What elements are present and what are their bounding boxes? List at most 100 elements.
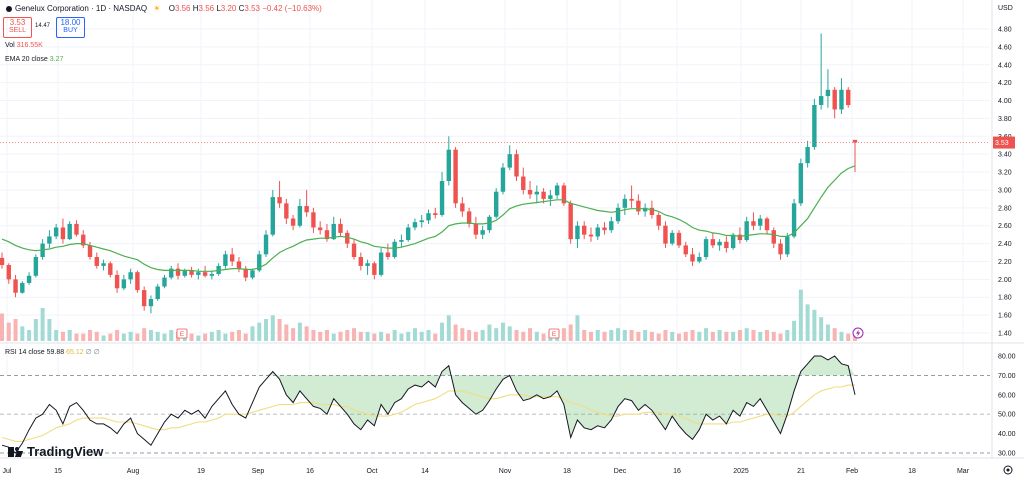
earnings-marker-box <box>176 328 188 339</box>
candle-body <box>141 290 147 307</box>
x-tick-label: 18 <box>908 468 916 475</box>
volume-label: Vol <box>5 42 15 49</box>
x-tick-label: 15 <box>54 468 62 475</box>
volume-bar <box>74 333 79 341</box>
candle-body <box>832 89 837 110</box>
candle-body <box>399 240 404 242</box>
volume-bar <box>27 330 32 341</box>
earnings-marker[interactable]: E <box>176 328 188 339</box>
candle-body <box>642 207 648 212</box>
price-tick-label: 2.60 <box>998 223 1012 230</box>
x-tick-label: Mar <box>957 468 970 475</box>
volume-bar <box>304 326 309 341</box>
sell-button[interactable]: 3.53 SELL <box>3 17 32 38</box>
price-tick-label: 3.00 <box>998 187 1012 194</box>
candle-body <box>108 263 113 275</box>
candle-body <box>250 270 255 278</box>
volume-bar <box>101 335 106 341</box>
candle-body <box>0 257 5 266</box>
candle-body <box>615 207 621 222</box>
lightning-icon[interactable] <box>852 327 864 339</box>
volume-bar <box>467 330 472 341</box>
candle-body <box>764 218 770 231</box>
price-tick-label: 1.80 <box>998 295 1012 302</box>
volume-bar <box>196 335 201 341</box>
candle-body <box>649 207 655 215</box>
candle-body <box>582 225 587 235</box>
volume-bar <box>616 328 621 341</box>
close-value: 3.53 <box>244 4 260 13</box>
candle-body <box>541 191 546 199</box>
candle-body <box>94 257 99 266</box>
x-tick-label: 18 <box>563 468 571 475</box>
candle-body <box>229 254 235 262</box>
candle-body <box>710 239 716 246</box>
volume-bar <box>47 319 52 341</box>
candle-body <box>703 239 709 257</box>
rsi-tick-label: 40.00 <box>998 431 1016 438</box>
volume-bar <box>155 331 160 341</box>
symbol-icon <box>6 5 12 12</box>
volume-bar <box>588 331 593 341</box>
spread-value: 14.47 <box>35 23 51 29</box>
x-tick-label: 16 <box>306 468 314 475</box>
candle-body <box>155 286 160 300</box>
price-tick-label: 2.20 <box>998 259 1012 266</box>
volume-bar <box>338 331 343 341</box>
candle-body <box>365 263 370 266</box>
candle-body <box>846 89 851 105</box>
volume-bar <box>358 331 363 341</box>
price-tick-label: 4.60 <box>998 44 1012 51</box>
candle-body <box>20 282 25 293</box>
high-label: H <box>192 4 199 13</box>
volume-bar <box>521 331 526 341</box>
currency-label: USD <box>998 5 1013 12</box>
last-price-badge <box>993 136 1015 149</box>
candle-body <box>331 223 336 240</box>
candle-body <box>277 197 282 204</box>
candle-body <box>121 279 127 289</box>
close-label: C <box>238 4 245 13</box>
candle-body <box>317 227 323 231</box>
candle-body <box>392 241 397 257</box>
sell-label: SELL <box>8 27 27 34</box>
candle-body <box>345 232 350 244</box>
settings-icon[interactable] <box>1003 465 1013 475</box>
candle-body <box>500 167 506 192</box>
volume-bar <box>250 326 255 341</box>
price-tick-label: 4.40 <box>998 62 1012 69</box>
volume-bar <box>331 333 336 341</box>
ema-20-line <box>1 165 856 272</box>
volume-bar <box>324 330 329 341</box>
logo-text: TradingView <box>27 444 104 459</box>
volume-bar <box>209 331 214 341</box>
x-tick-label: Oct <box>367 468 378 475</box>
candle-body <box>717 241 722 246</box>
earnings-marker[interactable]: E <box>548 328 560 339</box>
volume-bar <box>365 331 370 341</box>
volume-bar <box>284 324 289 341</box>
volume-bar <box>480 330 485 341</box>
earnings-marker-label: E <box>180 331 185 338</box>
rsi-extra: ∅ ∅ <box>85 349 100 356</box>
volume-bar <box>345 330 350 341</box>
volume-bar <box>582 330 587 341</box>
x-tick-label: 19 <box>197 468 205 475</box>
candle-body <box>284 203 289 219</box>
x-tick-label: Feb <box>846 468 858 475</box>
tradingview-logo[interactable]: TradingView <box>8 444 103 459</box>
settings-icon-ring <box>1003 465 1013 475</box>
buy-button[interactable]: 18.00 BUY <box>56 17 85 38</box>
symbol-title[interactable]: Genelux Corporation · 1D · NASDAQ <box>15 4 148 13</box>
x-tick-label: Aug <box>127 468 140 475</box>
last-price-label: 3.53 <box>995 140 1009 147</box>
candle-body <box>351 243 357 257</box>
volume-bar <box>440 322 445 341</box>
volume-bar <box>778 333 783 341</box>
x-tick-label: Jul <box>3 468 12 475</box>
volume-bar <box>33 319 38 341</box>
candle-body <box>480 230 485 235</box>
candle-body <box>609 221 614 231</box>
